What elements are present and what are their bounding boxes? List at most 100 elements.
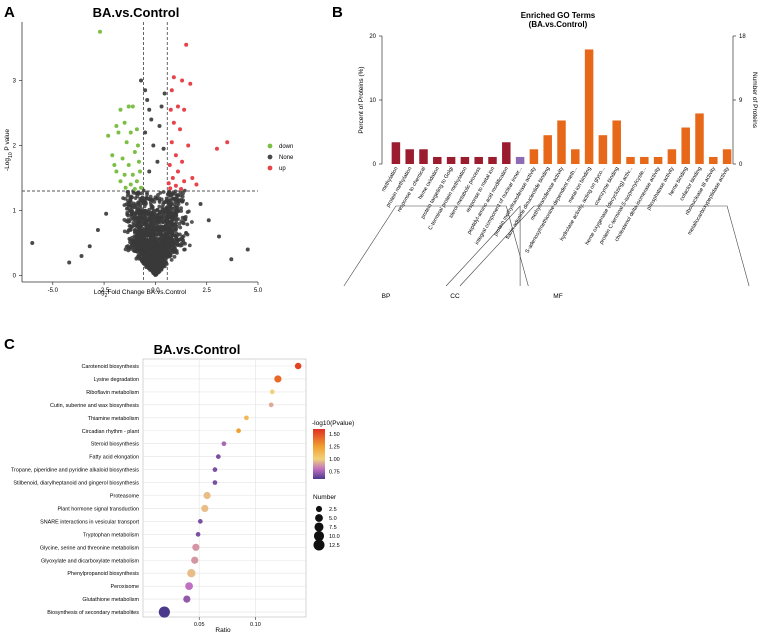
panel-a-letter: A <box>4 4 15 21</box>
volcano-point-none <box>161 146 166 151</box>
volcano-point-none <box>151 143 156 148</box>
volcano-point-down <box>134 179 139 184</box>
volcano-point-down <box>112 163 117 167</box>
kegg-pathway-label: Riboflavin metabolism <box>86 390 139 396</box>
color-legend-tick-label: 1.00 <box>329 457 340 463</box>
volcano-point-none <box>141 242 146 247</box>
kegg-pathway-label: Phenylpropanoid biosynthesis <box>67 571 139 577</box>
kegg-pathway-label: Circadian rhythm - plant <box>82 429 140 435</box>
go-group-label: MF <box>553 293 562 300</box>
volcano-point-down <box>128 130 133 135</box>
kegg-plot-area <box>142 358 307 618</box>
kegg-grid <box>143 359 306 617</box>
go-bar <box>722 149 732 164</box>
volcano-point-none <box>174 204 179 209</box>
volcano-point-none <box>151 234 155 239</box>
go-bar <box>681 127 690 164</box>
go-bar <box>433 156 442 164</box>
kegg-pathway-label: Fatty acid elongation <box>89 455 139 461</box>
volcano-point-none <box>143 88 148 93</box>
kegg-pathway-label: Cutin, suberine and wax biosynthesis <box>50 403 139 409</box>
go-group-bracket <box>343 205 529 287</box>
go-right-tick-label: 9 <box>739 98 743 104</box>
volcano-point-none <box>149 229 154 234</box>
volcano-point-down <box>123 185 128 190</box>
go-left-tick-label: 10 <box>369 98 376 104</box>
volcano-point-none <box>146 229 151 234</box>
volcano-point-none <box>129 210 134 215</box>
volcano-point-none <box>159 248 164 253</box>
volcano-point-none <box>178 193 183 198</box>
volcano-point-none <box>141 253 146 258</box>
volcano-point-up <box>180 159 185 164</box>
volcano-point-none <box>143 259 148 263</box>
volcano-point-up <box>175 169 180 174</box>
kegg-pathway-label: Tropane, piperidine and pyridine alkaloi… <box>11 468 139 474</box>
volcano-point-down <box>130 104 135 109</box>
volcano-point-none <box>125 230 130 235</box>
volcano-point-none <box>158 190 163 195</box>
size-legend-marker <box>314 522 324 532</box>
volcano-point-up <box>166 181 171 186</box>
go-bar <box>557 120 566 164</box>
volcano-point-none <box>150 210 155 215</box>
go-bar <box>598 135 608 164</box>
volcano-point-none <box>139 206 144 211</box>
volcano-point-none <box>145 222 149 227</box>
volcano-point-none <box>161 190 166 194</box>
volcano-point-none <box>177 222 182 226</box>
volcano-point-down <box>132 150 137 154</box>
volcano-point-none <box>152 221 156 226</box>
size-legend-marker <box>313 539 325 551</box>
volcano-point-none <box>147 207 152 212</box>
volcano-point-none <box>175 241 180 246</box>
kegg-point <box>158 606 170 618</box>
volcano-point-none <box>133 248 138 253</box>
kegg-points <box>158 362 302 618</box>
volcano-point-none <box>149 237 154 242</box>
volcano-point-none <box>172 191 177 196</box>
volcano-legend-marker <box>267 154 273 160</box>
volcano-point-none <box>176 199 181 204</box>
volcano-point-down <box>114 124 119 128</box>
volcano-y-tick-label: 1 <box>13 209 17 215</box>
volcano-point-none <box>30 241 35 245</box>
kegg-point <box>294 362 302 370</box>
go-bar <box>695 113 704 164</box>
volcano-point-none <box>141 235 146 239</box>
volcano-legend: down None up <box>267 143 294 172</box>
go-left-tick-label: 0 <box>373 162 377 168</box>
kegg-pathway-label: Glutathione metabolism <box>82 597 139 603</box>
volcano-legend-label: up <box>279 166 286 172</box>
volcano-point-none <box>184 231 188 236</box>
volcano-point-up <box>182 107 187 112</box>
volcano-point-none <box>145 218 149 223</box>
go-bar <box>529 149 539 164</box>
kegg-pathway-label: Tryptophan metabolism <box>83 532 140 538</box>
kegg-pathway-label: Carotenoid biosynthesis <box>81 364 139 370</box>
volcano-point-down <box>138 169 142 174</box>
color-legend-tick-label: 1.50 <box>329 432 340 438</box>
volcano-point-none <box>156 212 160 217</box>
volcano-point-none <box>128 217 133 222</box>
volcano-point-none <box>143 247 147 252</box>
volcano-point-none <box>153 248 158 253</box>
volcano-point-up <box>184 42 189 47</box>
volcano-point-down <box>110 153 115 158</box>
volcano-point-none <box>164 233 169 237</box>
volcano-point-none <box>140 240 145 244</box>
volcano-point-none <box>141 201 146 206</box>
volcano-point-none <box>141 213 146 218</box>
volcano-point-none <box>137 256 141 261</box>
volcano-point-none <box>162 236 167 241</box>
color-legend-tick-label: 0.75 <box>329 470 340 476</box>
volcano-point-none <box>163 200 168 204</box>
volcano-point-none <box>139 78 144 83</box>
kegg-point <box>269 389 275 395</box>
volcano-point-none <box>123 196 127 201</box>
go-group-label: CC <box>450 293 460 300</box>
volcano-point-down <box>116 130 121 135</box>
kegg-point <box>244 415 249 421</box>
volcano-point-none <box>139 196 144 201</box>
volcano-y-tick-label: 3 <box>13 79 17 85</box>
